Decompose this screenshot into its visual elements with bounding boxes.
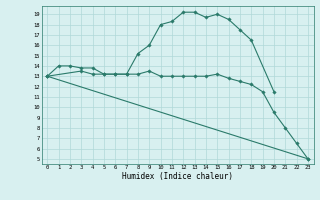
X-axis label: Humidex (Indice chaleur): Humidex (Indice chaleur) [122, 172, 233, 181]
